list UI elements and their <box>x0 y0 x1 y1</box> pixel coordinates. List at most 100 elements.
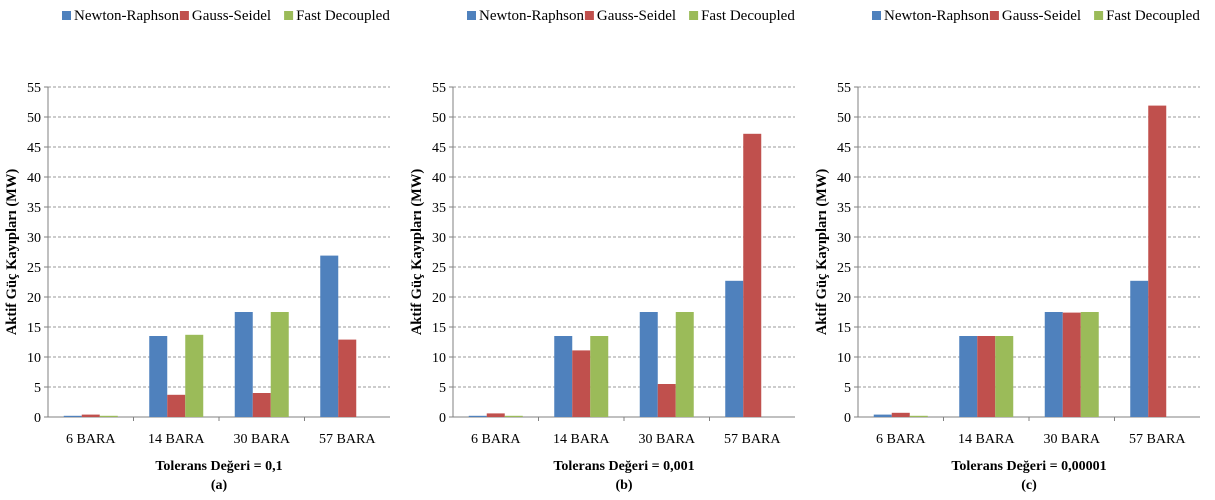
legend-label: Newton-Raphson <box>884 8 989 24</box>
chart-panel-b: Newton-Raphson Gauss-Seidel Fast Decoupled… <box>405 0 810 500</box>
y-axis-label: Aktif Güç Kayıpları (MW) <box>4 169 20 336</box>
legend-label: Fast Decoupled <box>296 8 390 24</box>
bar-fast-decoupled-1 <box>185 334 204 417</box>
panel-label: (a) <box>211 478 228 493</box>
bar-chart-a: Newton-Raphson Gauss-Seidel Fast Decoupled… <box>4 8 390 493</box>
legend-swatch-2 <box>284 11 294 20</box>
y-tick-label: 40 <box>837 171 851 186</box>
bar-gauss-seidel-3 <box>338 339 357 417</box>
legend-swatch-2 <box>1094 11 1104 20</box>
y-tick-label: 25 <box>27 261 41 276</box>
bar-fast-decoupled-2 <box>270 312 289 417</box>
y-tick-label: 40 <box>432 171 446 186</box>
y-tick-label: 50 <box>837 111 851 126</box>
x-category-label: 30 BARA <box>234 432 291 447</box>
y-tick-label: 40 <box>27 171 41 186</box>
bar-newton-raphson-0 <box>63 415 82 417</box>
y-tick-label: 10 <box>837 351 851 366</box>
y-tick-label: 45 <box>432 141 446 156</box>
bar-gauss-seidel-1 <box>977 336 996 417</box>
y-tick-label: 55 <box>432 81 446 96</box>
bar-newton-raphson-0 <box>873 414 892 417</box>
y-tick-label: 45 <box>27 141 41 156</box>
bar-newton-raphson-0 <box>468 415 487 417</box>
x-category-label: 14 BARA <box>958 432 1015 447</box>
x-category-label: 14 BARA <box>553 432 610 447</box>
y-tick-label: 55 <box>837 81 851 96</box>
bar-gauss-seidel-2 <box>252 393 271 417</box>
bar-newton-raphson-1 <box>149 336 168 417</box>
y-tick-label: 30 <box>432 231 446 246</box>
bar-newton-raphson-2 <box>1044 312 1063 417</box>
bar-fast-decoupled-0 <box>504 415 523 417</box>
y-tick-label: 35 <box>27 201 41 216</box>
legend-swatch-0 <box>62 11 71 20</box>
legend-label: Gauss-Seidel <box>597 8 676 24</box>
x-category-label: 6 BARA <box>66 432 116 447</box>
bar-newton-raphson-3 <box>1130 280 1149 417</box>
legend-swatch-0 <box>872 11 881 20</box>
y-tick-label: 25 <box>837 261 851 276</box>
x-category-label: 57 BARA <box>1129 432 1186 447</box>
y-tick-label: 5 <box>34 381 41 396</box>
x-category-label: 14 BARA <box>148 432 205 447</box>
bar-gauss-seidel-3 <box>1148 105 1167 417</box>
y-tick-label: 10 <box>432 351 446 366</box>
y-tick-label: 50 <box>432 111 446 126</box>
y-tick-label: 35 <box>432 201 446 216</box>
y-tick-label: 20 <box>27 291 41 306</box>
x-axis-label: Tolerans Değeri = 0,00001 <box>951 459 1106 474</box>
bar-newton-raphson-2 <box>234 312 253 417</box>
bar-chart-b: Newton-Raphson Gauss-Seidel Fast Decoupled… <box>409 8 795 493</box>
y-tick-label: 25 <box>432 261 446 276</box>
y-tick-label: 0 <box>34 411 41 426</box>
y-axis-label: Aktif Güç Kayıpları (MW) <box>814 169 830 336</box>
y-tick-label: 5 <box>844 381 851 396</box>
legend-label: Fast Decoupled <box>701 8 795 24</box>
legend-swatch-1 <box>179 11 189 20</box>
x-category-label: 30 BARA <box>639 432 696 447</box>
bar-chart-c: Newton-Raphson Gauss-Seidel Fast Decoupled… <box>814 8 1200 493</box>
y-axis-label: Aktif Güç Kayıpları (MW) <box>409 169 425 336</box>
y-tick-label: 20 <box>837 291 851 306</box>
bar-newton-raphson-3 <box>725 280 744 417</box>
panel-label: (c) <box>1021 478 1037 493</box>
x-category-label: 57 BARA <box>724 432 781 447</box>
y-tick-label: 55 <box>27 81 41 96</box>
legend-label: Fast Decoupled <box>1106 8 1200 24</box>
x-category-label: 6 BARA <box>876 432 926 447</box>
legend-label: Newton-Raphson <box>479 8 584 24</box>
legend-label: Gauss-Seidel <box>1002 8 1081 24</box>
y-tick-label: 30 <box>837 231 851 246</box>
chart-panel-c: Newton-Raphson Gauss-Seidel Fast Decoupled… <box>810 0 1215 500</box>
y-tick-label: 15 <box>432 321 446 336</box>
legend-swatch-1 <box>989 11 999 20</box>
x-category-label: 57 BARA <box>319 432 376 447</box>
y-tick-label: 20 <box>432 291 446 306</box>
legend-label: Newton-Raphson <box>74 8 179 24</box>
chart-panel-a: Newton-Raphson Gauss-Seidel Fast Decoupled… <box>0 0 405 500</box>
y-tick-label: 35 <box>837 201 851 216</box>
bar-gauss-seidel-0 <box>891 412 910 417</box>
legend-swatch-1 <box>584 11 594 20</box>
bar-gauss-seidel-0 <box>81 414 100 417</box>
bar-fast-decoupled-1 <box>590 336 609 417</box>
bar-fast-decoupled-0 <box>99 415 118 417</box>
bar-newton-raphson-1 <box>959 336 978 417</box>
bar-newton-raphson-2 <box>639 312 658 417</box>
y-tick-label: 10 <box>27 351 41 366</box>
bar-newton-raphson-3 <box>320 255 339 417</box>
y-tick-label: 45 <box>837 141 851 156</box>
bar-gauss-seidel-0 <box>486 413 505 417</box>
legend-swatch-2 <box>689 11 699 20</box>
legend-label: Gauss-Seidel <box>192 8 271 24</box>
bar-fast-decoupled-2 <box>675 312 694 417</box>
bar-gauss-seidel-3 <box>743 133 762 418</box>
bar-fast-decoupled-1 <box>995 336 1014 417</box>
bar-newton-raphson-1 <box>554 336 573 417</box>
y-tick-label: 30 <box>27 231 41 246</box>
bar-gauss-seidel-2 <box>1062 312 1081 417</box>
bar-gauss-seidel-2 <box>657 384 676 417</box>
y-tick-label: 15 <box>837 321 851 336</box>
y-tick-label: 0 <box>439 411 446 426</box>
